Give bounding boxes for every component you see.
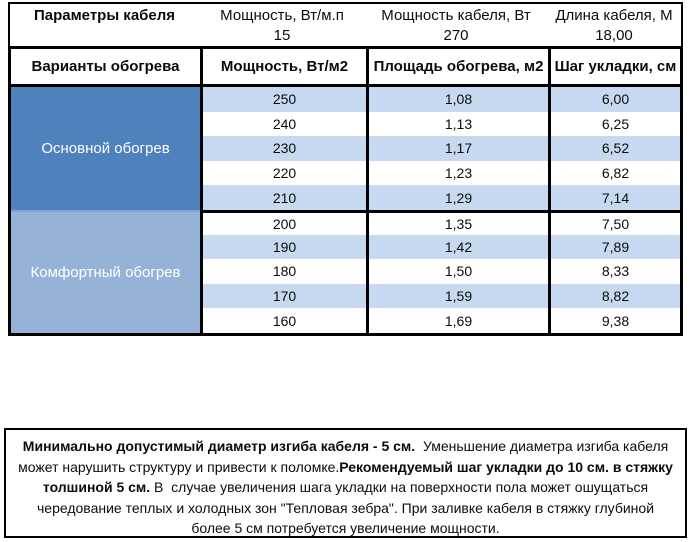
empty-cell	[10, 26, 199, 44]
header-area: Площадь обогрева, м2	[366, 49, 548, 87]
note-bold-min-diameter: Минимально допустимый диаметр изгиба каб…	[22, 438, 416, 454]
power-per-meter-label: Мощность, Вт/м.п	[220, 6, 344, 24]
group-label-comfort-heating: Комфортный обогрев	[11, 210, 200, 333]
area-cell: 1,42	[366, 234, 548, 260]
area-cell: 1,50	[366, 259, 548, 284]
power-cell: 250	[200, 87, 366, 112]
power-cell: 180	[200, 259, 366, 284]
area-cell: 1,35	[366, 210, 548, 235]
cable-length-value: 18,00	[595, 26, 633, 44]
area-cell: 1,59	[366, 283, 548, 309]
step-cell: 8,82	[548, 283, 680, 309]
header-step: Шаг укладки, см	[548, 49, 680, 87]
step-cell: 6,25	[548, 111, 680, 137]
note-text-zebra: В случае увеличения шага укладки на пове…	[36, 479, 658, 537]
power-cell: 210	[200, 185, 366, 210]
power-cell: 240	[200, 111, 366, 137]
cable-parameters-title: Параметры кабеля	[33, 6, 176, 24]
step-cell: 7,89	[548, 234, 680, 260]
note-bold-recommended-step: Рекомендуемый шаг укладки до 10 см. в ст…	[42, 458, 677, 496]
power-cell: 160	[200, 308, 366, 333]
power-cell: 200	[200, 210, 366, 235]
area-cell: 1,23	[366, 160, 548, 186]
cable-power-value: 270	[443, 26, 469, 44]
note-text-structure: Уменьшение диаметра изгиба кабеля может …	[18, 438, 673, 475]
power-cell: 220	[200, 160, 366, 186]
power-cell: 170	[200, 283, 366, 309]
cable-parameters-box: Параметры кабеля Мощность, Вт/м.п Мощнос…	[8, 2, 683, 46]
cable-length-label: Длина кабеля, М	[555, 6, 673, 24]
area-cell: 1,17	[366, 136, 548, 161]
area-cell: 1,29	[366, 185, 548, 210]
step-cell: 6,00	[548, 87, 680, 112]
power-cell: 190	[200, 234, 366, 260]
header-variants: Варианты обогрева	[11, 49, 200, 87]
step-cell: 8,33	[548, 259, 680, 284]
heating-variants-table: Варианты обогрева Мощность, Вт/м2 Площад…	[8, 46, 683, 336]
power-per-meter-value: 15	[273, 26, 291, 44]
cable-power-label: Мощность кабеля, Вт	[381, 6, 531, 24]
group-label-main-heating: Основной обогрев	[11, 87, 200, 210]
area-cell: 1,08	[366, 87, 548, 112]
area-cell: 1,13	[366, 111, 548, 137]
step-cell: 6,82	[548, 160, 680, 186]
step-cell: 7,50	[548, 210, 680, 235]
step-cell: 7,14	[548, 185, 680, 210]
power-cell: 230	[200, 136, 366, 161]
step-cell: 6,52	[548, 136, 680, 161]
step-cell: 9,38	[548, 308, 680, 333]
installation-note: Минимально допустимый диаметр изгиба каб…	[4, 428, 687, 538]
area-cell: 1,69	[366, 308, 548, 333]
header-power: Мощность, Вт/м2	[200, 49, 366, 87]
